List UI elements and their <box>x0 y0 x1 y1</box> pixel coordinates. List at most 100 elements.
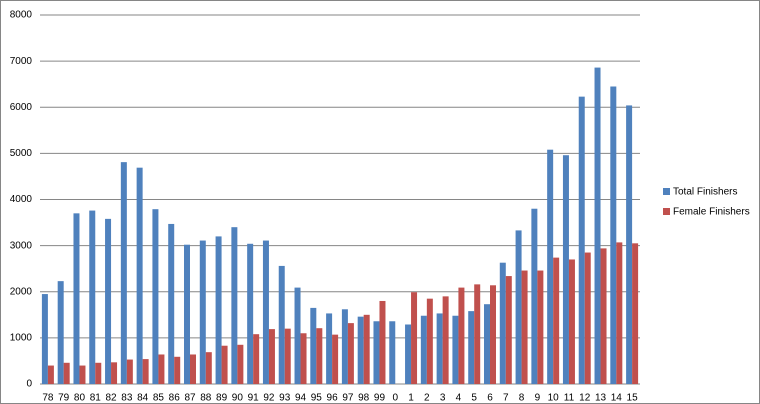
bar <box>584 252 591 384</box>
bar <box>190 354 196 384</box>
bar <box>120 162 127 384</box>
bar <box>405 324 412 384</box>
x-tick-label: 11 <box>564 393 575 404</box>
bar <box>105 218 112 384</box>
bar <box>294 287 301 384</box>
bar <box>594 67 601 385</box>
bar <box>600 248 607 384</box>
bar <box>95 362 102 384</box>
bar <box>426 298 433 384</box>
bar <box>442 296 449 384</box>
bar <box>363 314 370 384</box>
x-tick-label: 85 <box>153 393 165 404</box>
bar <box>515 230 522 384</box>
bar <box>547 149 554 384</box>
bar <box>341 309 348 384</box>
bar <box>126 359 133 384</box>
bar <box>300 333 307 384</box>
bar <box>79 365 86 384</box>
bar <box>215 236 222 384</box>
x-tick-label: 91 <box>248 393 260 404</box>
x-tick-label: 6 <box>487 393 493 404</box>
x-tick-label: 10 <box>548 393 560 404</box>
bar <box>616 242 623 384</box>
x-tick-label: 2 <box>424 393 430 404</box>
x-tick-label: 94 <box>295 393 307 404</box>
bar <box>610 86 617 385</box>
bar <box>158 354 165 384</box>
x-tick-label: 93 <box>279 393 291 404</box>
x-tick-label: 1 <box>408 393 414 404</box>
x-tick-label: 13 <box>595 393 607 404</box>
bar <box>568 259 575 384</box>
x-tick-label: 5 <box>471 393 477 404</box>
bar <box>458 287 465 384</box>
bar <box>231 227 238 384</box>
bar <box>452 315 459 384</box>
bar <box>184 244 190 384</box>
bar <box>136 167 143 384</box>
bar <box>389 321 396 384</box>
x-tick-label: 92 <box>263 393 275 404</box>
bar <box>89 210 96 384</box>
legend-swatch <box>663 208 670 215</box>
bar <box>310 307 317 384</box>
x-tick-label: 89 <box>216 393 228 404</box>
y-tick-label: 5000 <box>10 148 33 159</box>
bar <box>262 240 269 384</box>
x-tick-label: 82 <box>105 393 117 404</box>
x-tick-label: 79 <box>58 393 70 404</box>
bar <box>284 328 291 384</box>
x-tick-label: 4 <box>456 393 462 404</box>
x-tick-label: 81 <box>90 393 102 404</box>
x-tick-label: 98 <box>358 393 370 404</box>
bar <box>474 284 481 384</box>
bar <box>199 240 206 384</box>
bar <box>47 365 54 384</box>
y-tick-label: 7000 <box>10 56 33 67</box>
bar <box>142 359 149 384</box>
x-tick-label: 99 <box>374 393 386 404</box>
x-tick-label: 87 <box>184 393 196 404</box>
bar <box>278 265 285 384</box>
bar <box>537 270 544 384</box>
bar <box>411 292 418 384</box>
bar <box>326 313 333 384</box>
bar <box>205 352 212 384</box>
bar <box>562 155 569 384</box>
x-tick-label: 78 <box>42 393 54 404</box>
bar <box>626 105 633 384</box>
bar <box>63 362 70 384</box>
legend-label: Female Finishers <box>673 207 750 218</box>
x-tick-label: 86 <box>169 393 181 404</box>
bar <box>247 243 254 384</box>
legend-label: Total Finishers <box>673 187 737 198</box>
x-tick-label: 95 <box>311 393 323 404</box>
bar <box>316 328 323 384</box>
x-tick-label: 0 <box>392 393 398 404</box>
y-tick-label: 4000 <box>10 194 33 205</box>
x-tick-label: 83 <box>121 393 133 404</box>
bar <box>632 243 639 384</box>
y-tick-label: 6000 <box>10 102 33 113</box>
legend-swatch <box>663 188 670 195</box>
bar <box>268 329 275 384</box>
bar <box>152 209 159 384</box>
x-tick-label: 84 <box>137 393 149 404</box>
x-tick-label: 88 <box>200 393 212 404</box>
bar <box>468 311 475 384</box>
x-tick-label: 9 <box>535 393 541 404</box>
y-tick-label: 3000 <box>10 240 33 251</box>
x-tick-label: 3 <box>440 393 446 404</box>
x-tick-label: 7 <box>503 393 509 404</box>
y-tick-label: 8000 <box>10 10 33 21</box>
bar <box>490 285 496 384</box>
bar <box>420 315 427 384</box>
bar <box>221 345 228 384</box>
bar <box>57 281 64 384</box>
bar <box>379 300 386 384</box>
x-tick-label: 97 <box>342 393 354 404</box>
y-tick-label: 0 <box>26 379 32 390</box>
bar <box>168 223 175 384</box>
